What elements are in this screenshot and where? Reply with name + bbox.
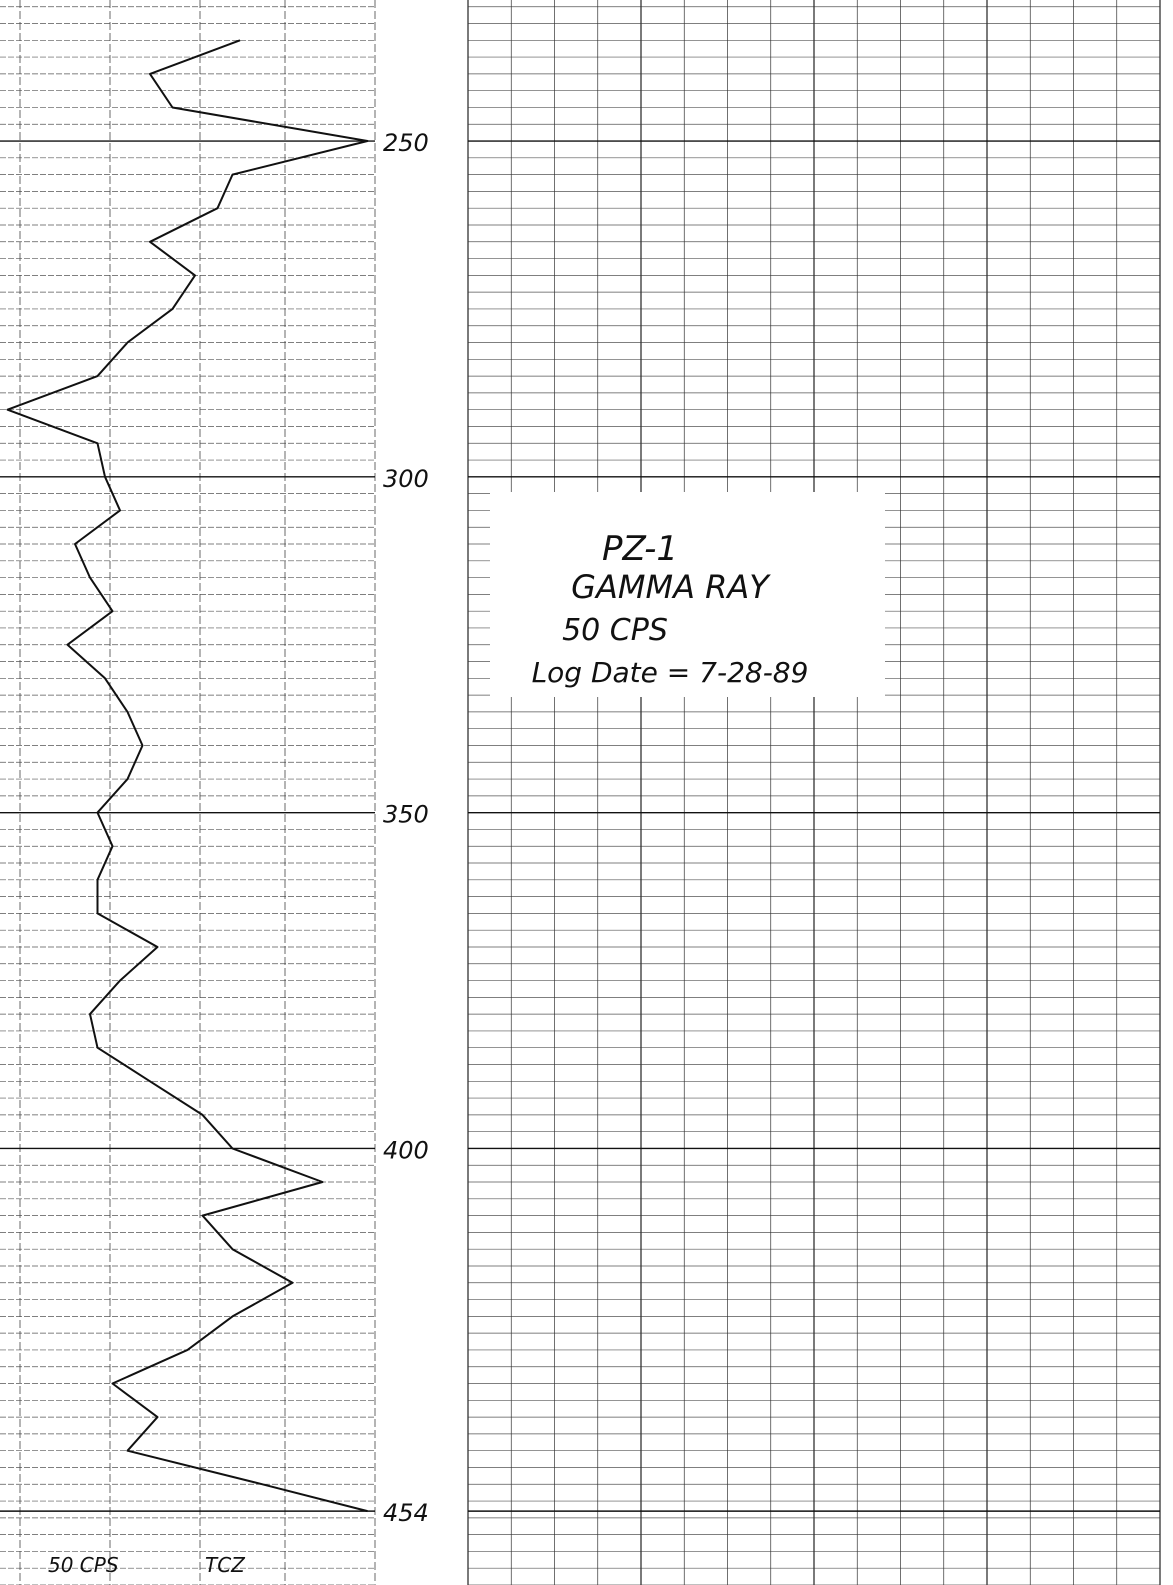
log-date: Log Date = 7-28-89 xyxy=(532,656,809,689)
scale-note: 50 CPS xyxy=(562,613,668,648)
well-name: PZ-1 xyxy=(602,529,678,569)
footer-scale: 50 CPS xyxy=(48,1553,119,1577)
y-tick-label: 454 xyxy=(383,1499,429,1527)
footer-code: TCZ xyxy=(205,1553,246,1577)
curve-layer xyxy=(6,39,369,1513)
y-tick-label: 250 xyxy=(383,129,429,157)
header-box xyxy=(490,492,885,697)
y-tick-label: 350 xyxy=(383,801,429,829)
gamma-curve xyxy=(6,39,369,1513)
y-tick-label: 400 xyxy=(383,1136,429,1164)
y-tick-label: 300 xyxy=(383,465,429,493)
log-type: GAMMA RAY xyxy=(571,568,771,606)
